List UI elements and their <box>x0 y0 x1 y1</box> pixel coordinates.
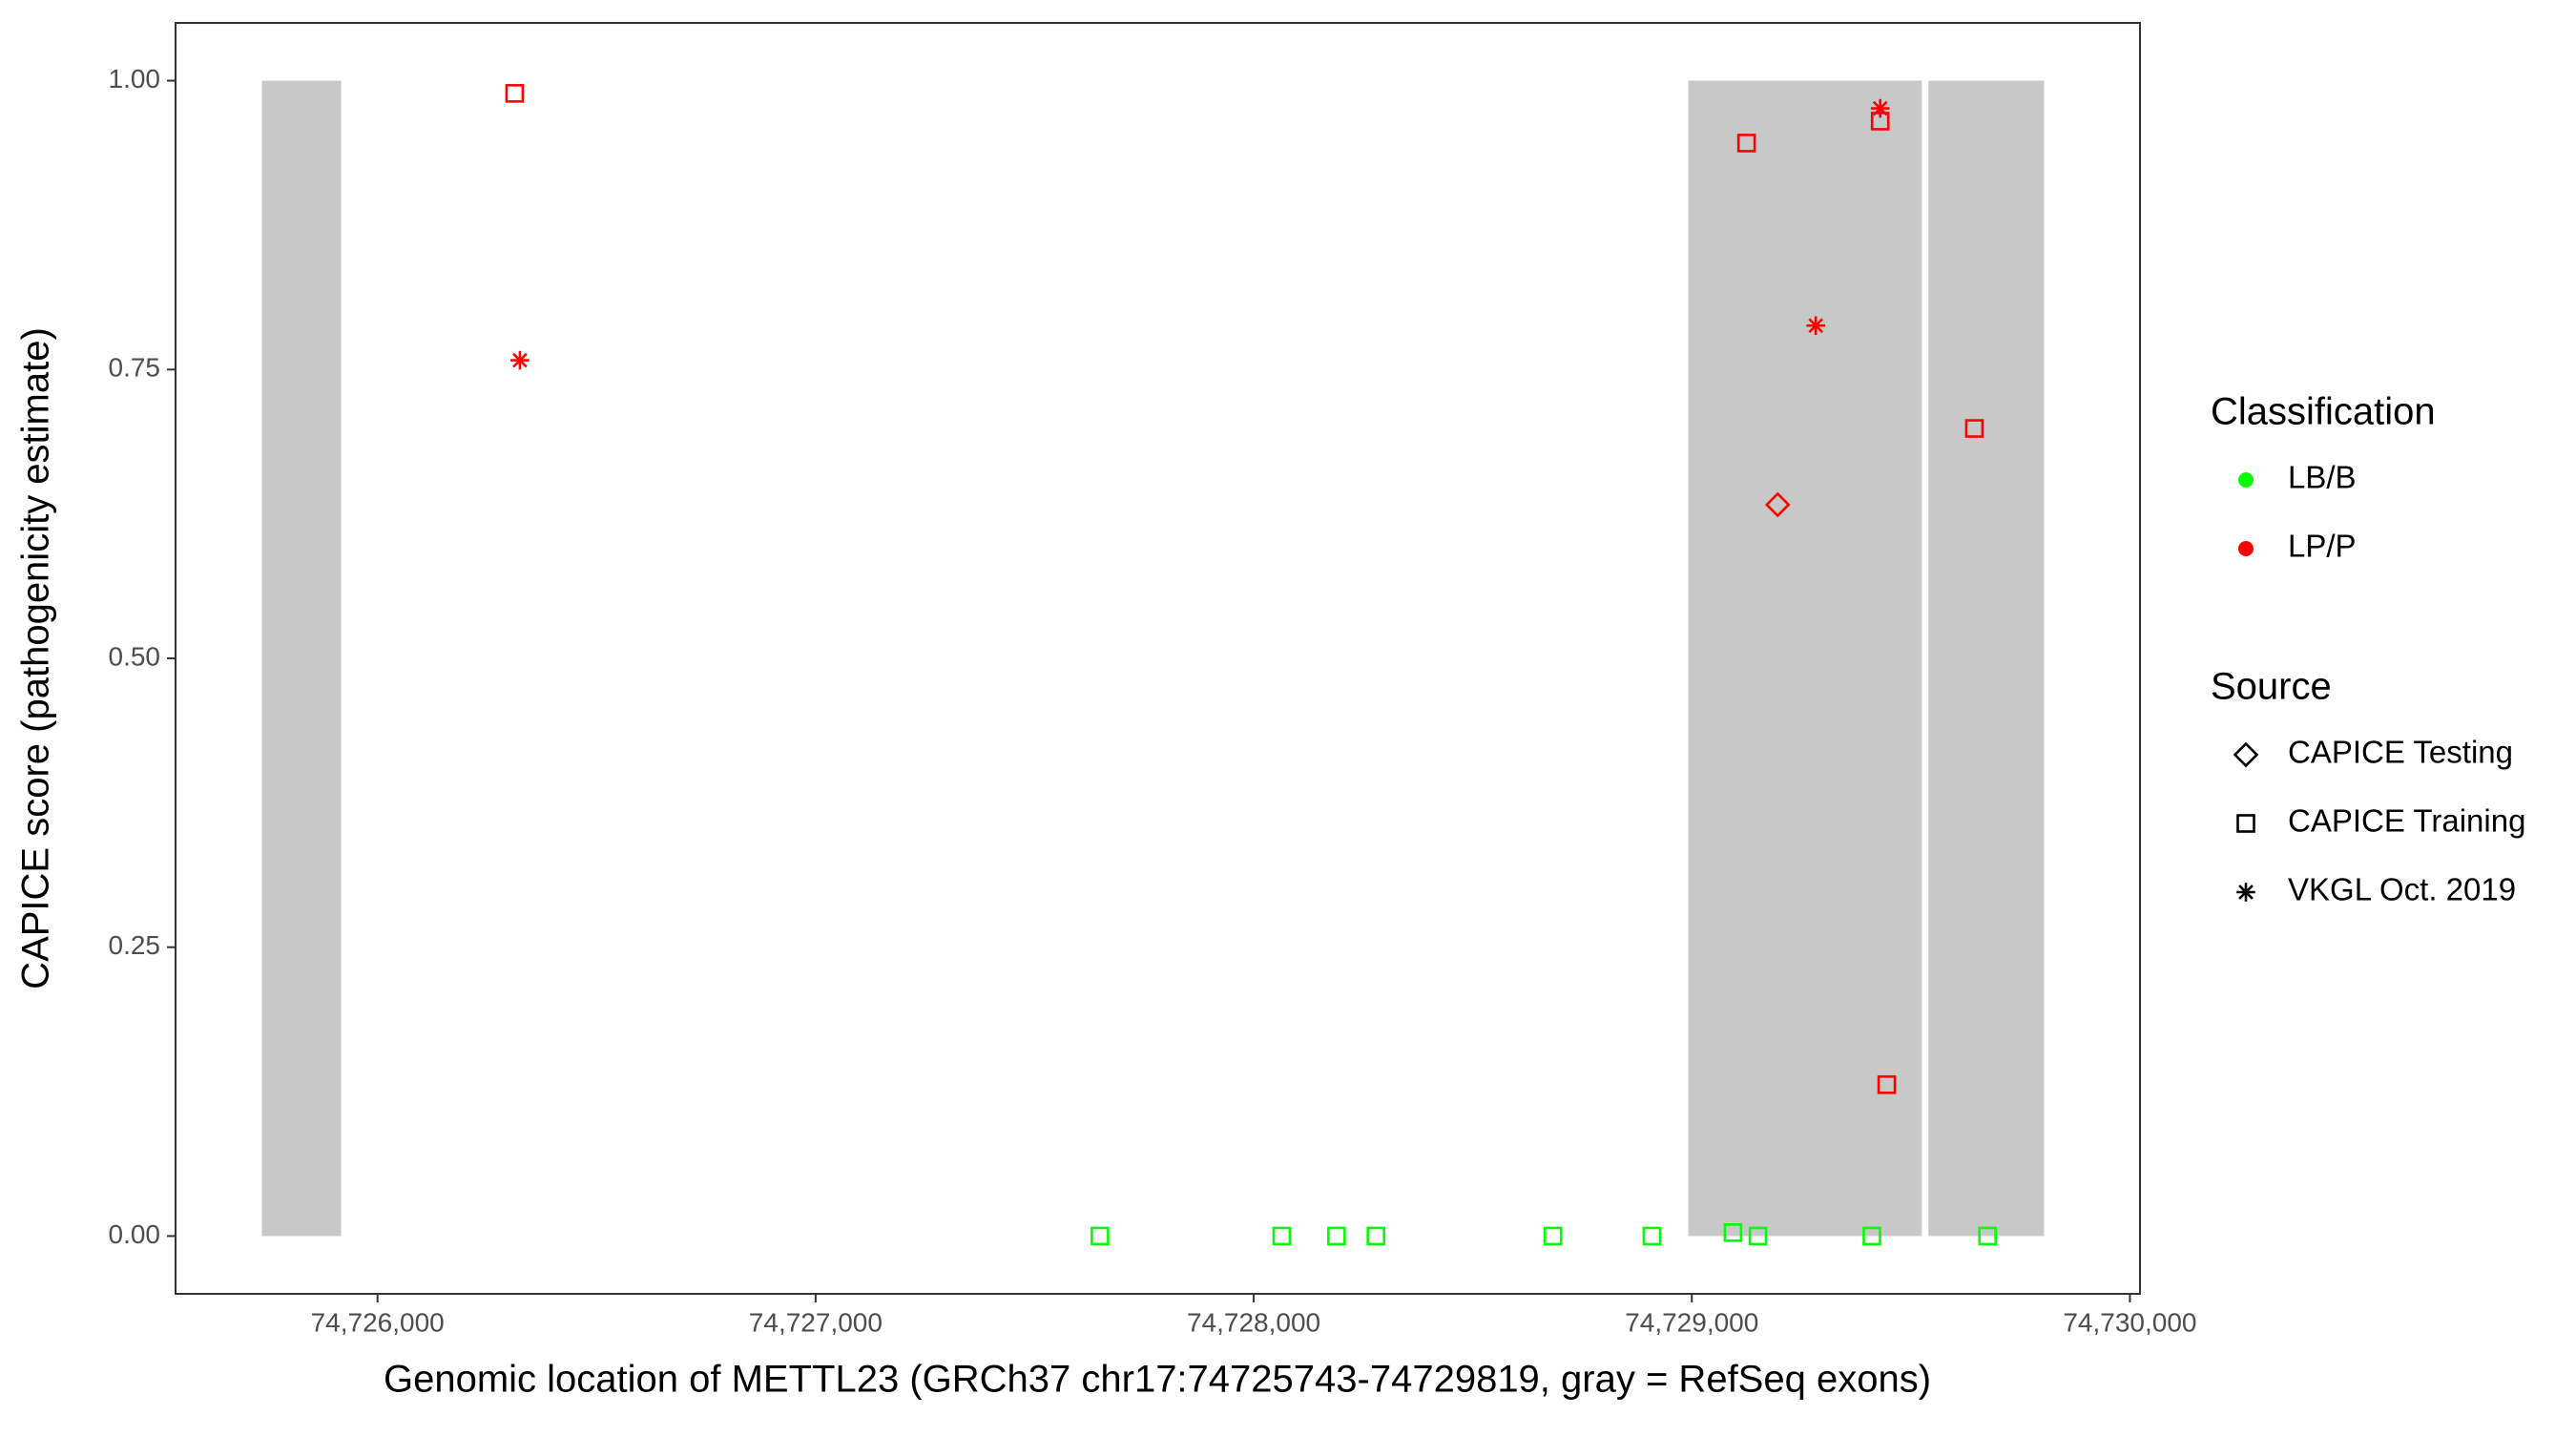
point <box>1091 1226 1110 1246</box>
legend-key <box>2238 541 2254 556</box>
legend-label: CAPICE Training <box>2288 803 2525 839</box>
point <box>1723 1223 1743 1242</box>
y-tick-label: 0.50 <box>109 641 161 671</box>
x-tick-label: 74,728,000 <box>1187 1307 1320 1337</box>
x-tick-label: 74,727,000 <box>749 1307 883 1337</box>
point <box>1736 134 1756 153</box>
asterisk-stroke <box>1872 100 1888 116</box>
exon <box>261 80 342 1237</box>
point <box>505 84 525 103</box>
point <box>1877 1075 1897 1094</box>
legend-label: LP/P <box>2288 529 2357 564</box>
point <box>1964 419 1984 438</box>
point <box>510 350 530 370</box>
exon <box>1688 80 1922 1237</box>
y-tick-label: 0.25 <box>109 930 161 960</box>
asterisk-stroke <box>2238 884 2254 900</box>
y-tick-label: 0.00 <box>109 1219 161 1249</box>
x-axis-title: Genomic location of METTL23 (GRCh37 chr1… <box>384 1359 1931 1401</box>
x-tick-label: 74,726,000 <box>311 1307 445 1337</box>
point <box>1978 1226 1998 1246</box>
point <box>1748 1226 1768 1246</box>
point <box>1870 98 1890 118</box>
y-axis-title: CAPICE score (pathogenicity estimate) <box>15 327 57 989</box>
legend-key <box>2236 814 2255 833</box>
y-tick-label: 1.00 <box>109 64 161 94</box>
y-tick-label: 0.75 <box>109 353 161 383</box>
legend-label: CAPICE Testing <box>2288 735 2513 770</box>
legend-title: Classification <box>2211 391 2436 433</box>
legend-key <box>2236 883 2255 902</box>
point <box>1642 1226 1662 1246</box>
x-tick-label: 74,730,000 <box>2063 1307 2196 1337</box>
point <box>1764 491 1791 518</box>
asterisk-stroke <box>1808 318 1824 334</box>
x-tick-label: 74,729,000 <box>1625 1307 1758 1337</box>
legend-label: LB/B <box>2288 460 2357 495</box>
exon <box>1928 80 2045 1237</box>
legend-label: VKGL Oct. 2019 <box>2288 872 2516 907</box>
point <box>1543 1226 1563 1246</box>
point <box>1327 1226 1346 1246</box>
legend-key <box>2238 472 2254 488</box>
legend-title: Source <box>2211 666 2332 708</box>
point <box>1806 316 1825 336</box>
asterisk-stroke <box>512 352 528 368</box>
point <box>1272 1226 1292 1246</box>
point <box>1862 1226 1881 1246</box>
point <box>1366 1226 1385 1246</box>
legend-key <box>2233 741 2259 768</box>
